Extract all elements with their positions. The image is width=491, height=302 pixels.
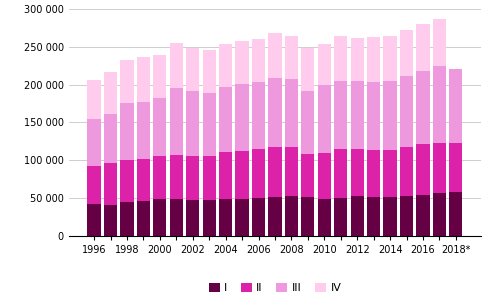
Bar <box>219 44 232 87</box>
Bar <box>137 159 150 201</box>
Bar <box>433 143 446 193</box>
Bar <box>416 24 430 71</box>
Bar <box>433 19 446 66</box>
Legend: I, II, III, IV: I, II, III, IV <box>209 283 341 294</box>
Bar <box>252 198 265 236</box>
Bar <box>252 149 265 198</box>
Bar <box>433 193 446 236</box>
Bar <box>170 43 183 88</box>
Bar <box>219 87 232 152</box>
Bar <box>367 37 380 82</box>
Bar <box>120 60 134 103</box>
Bar <box>383 36 397 81</box>
Bar <box>301 91 314 154</box>
Bar <box>104 163 117 205</box>
Bar <box>351 149 364 196</box>
Bar <box>153 98 166 156</box>
Bar <box>203 50 216 93</box>
Bar <box>104 205 117 236</box>
Bar <box>203 93 216 156</box>
Bar <box>236 199 248 236</box>
Bar <box>120 202 134 236</box>
Bar <box>318 153 331 199</box>
Bar <box>170 155 183 199</box>
Bar <box>87 80 101 119</box>
Bar <box>334 198 347 236</box>
Bar <box>120 103 134 160</box>
Bar <box>186 156 199 200</box>
Bar <box>285 79 298 147</box>
Bar <box>367 197 380 236</box>
Bar <box>87 119 101 166</box>
Bar <box>269 197 281 236</box>
Bar <box>285 36 298 79</box>
Bar <box>400 30 413 76</box>
Bar <box>236 151 248 199</box>
Bar <box>186 47 199 91</box>
Bar <box>153 199 166 236</box>
Bar <box>203 156 216 200</box>
Bar <box>219 199 232 236</box>
Bar <box>383 150 397 197</box>
Bar <box>236 41 248 84</box>
Bar <box>416 195 430 236</box>
Bar <box>449 192 463 236</box>
Bar <box>252 82 265 149</box>
Bar <box>449 69 463 143</box>
Bar <box>252 38 265 82</box>
Bar <box>334 149 347 198</box>
Bar <box>170 88 183 155</box>
Bar <box>433 66 446 143</box>
Bar <box>137 201 150 236</box>
Bar <box>120 160 134 202</box>
Bar <box>170 199 183 236</box>
Bar <box>383 81 397 150</box>
Bar <box>400 196 413 236</box>
Bar <box>367 82 380 150</box>
Bar <box>334 81 347 149</box>
Bar <box>186 91 199 156</box>
Bar <box>318 199 331 236</box>
Bar <box>104 114 117 163</box>
Bar <box>301 154 314 197</box>
Bar <box>153 156 166 199</box>
Bar <box>285 147 298 196</box>
Bar <box>137 57 150 102</box>
Bar <box>351 81 364 149</box>
Bar <box>301 197 314 236</box>
Bar <box>318 44 331 85</box>
Bar <box>87 166 101 204</box>
Bar <box>104 72 117 114</box>
Bar <box>285 196 298 236</box>
Bar <box>269 78 281 147</box>
Bar <box>236 84 248 151</box>
Bar <box>203 200 216 236</box>
Bar <box>137 102 150 159</box>
Bar <box>351 196 364 236</box>
Bar <box>301 47 314 91</box>
Bar <box>219 152 232 199</box>
Bar <box>269 33 281 78</box>
Bar <box>449 143 463 192</box>
Bar <box>367 150 380 197</box>
Bar <box>400 76 413 147</box>
Bar <box>416 144 430 195</box>
Bar <box>153 55 166 98</box>
Bar <box>334 36 347 81</box>
Bar <box>186 200 199 236</box>
Bar <box>416 71 430 144</box>
Bar <box>269 147 281 197</box>
Bar <box>351 38 364 81</box>
Bar <box>87 204 101 236</box>
Bar <box>400 147 413 196</box>
Bar <box>383 197 397 236</box>
Bar <box>318 85 331 153</box>
